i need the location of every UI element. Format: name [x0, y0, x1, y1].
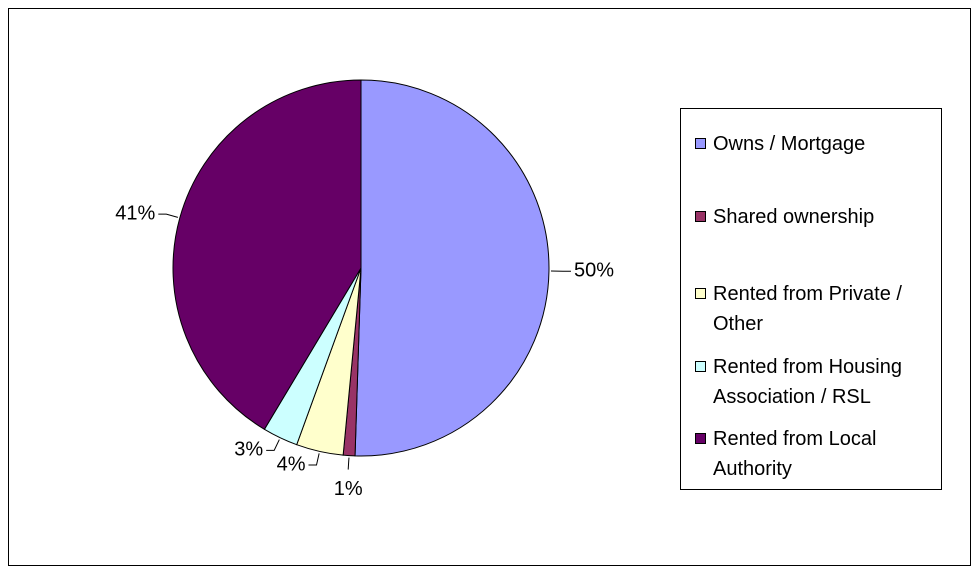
legend-item: Rented from Local Authority — [691, 424, 936, 484]
legend-item: Shared ownership — [691, 202, 936, 232]
legend-label: Shared ownership — [713, 206, 875, 228]
legend-swatch — [695, 211, 706, 222]
legend-swatch — [695, 433, 706, 444]
legend-swatch — [695, 138, 706, 149]
leader-line — [158, 213, 179, 218]
data-label: 1% — [334, 478, 363, 500]
data-label: 41% — [115, 202, 155, 224]
data-label: 50% — [574, 259, 614, 281]
data-label: 4% — [277, 453, 306, 475]
leader-line — [347, 457, 350, 470]
pie-slice — [354, 79, 550, 457]
legend-swatch — [695, 288, 706, 299]
legend-label: Rented from Private / Other — [713, 283, 902, 335]
legend-item: Owns / Mortgage — [691, 129, 936, 159]
data-label: 3% — [234, 439, 263, 461]
leader-line — [266, 439, 280, 451]
legend: Owns / Mortgage Shared ownership Rented fr… — [680, 108, 942, 490]
legend-label: Rented from Local Authority — [713, 428, 877, 480]
legend-swatch — [695, 361, 706, 372]
leader-line — [308, 453, 320, 466]
legend-item: Rented from Private / Other — [691, 279, 936, 339]
legend-item: Rented from Housing Association / RSL — [691, 352, 936, 412]
pie-slice — [172, 79, 362, 430]
legend-label: Owns / Mortgage — [713, 133, 866, 155]
legend-label: Rented from Housing Association / RSL — [713, 356, 902, 408]
